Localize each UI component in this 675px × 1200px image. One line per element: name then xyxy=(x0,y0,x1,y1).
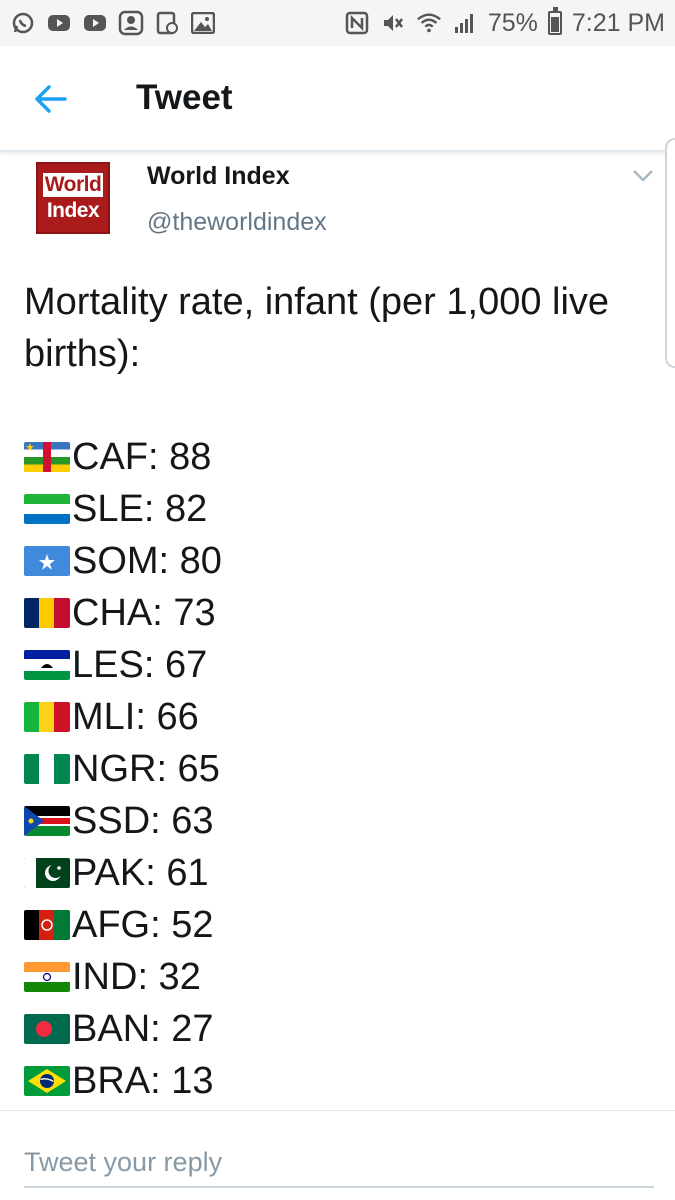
list-item-text: LES: 67 xyxy=(72,643,208,686)
list-item-text: BRA: 13 xyxy=(72,1059,214,1102)
battery-percent: 75% xyxy=(487,8,538,37)
flag-cha-icon xyxy=(24,598,70,628)
list-item-text: MLI: 66 xyxy=(72,695,199,738)
clock: 7:21 PM xyxy=(571,8,665,37)
flag-mli-icon xyxy=(24,702,70,732)
app-icon xyxy=(154,11,180,35)
flag-les-icon xyxy=(24,650,70,680)
tweet-menu-button[interactable] xyxy=(628,164,658,188)
flag-sle-icon xyxy=(24,494,70,524)
divider xyxy=(0,1110,675,1111)
signal-icon xyxy=(452,11,478,35)
list-item: IND: 32 xyxy=(24,951,644,1003)
reply-input[interactable] xyxy=(24,1138,654,1188)
avatar-logo-line2: Index xyxy=(46,199,100,222)
youtube-icon xyxy=(46,11,72,35)
back-arrow-icon xyxy=(35,85,67,113)
status-bar: 75% 7:21 PM xyxy=(0,0,675,46)
avatar-logo-line1: World xyxy=(42,173,104,197)
list-item-text: CHA: 73 xyxy=(72,591,216,634)
list-item: SOM: 80 xyxy=(24,535,644,587)
list-item-text: BAN: 27 xyxy=(72,1007,214,1050)
nfc-icon xyxy=(344,11,370,35)
chevron-down-icon xyxy=(633,170,653,182)
youtube-icon xyxy=(82,11,108,35)
flag-ind-icon xyxy=(24,962,70,992)
flag-pak-icon xyxy=(24,858,70,888)
list-item-text: CAF: 88 xyxy=(72,435,212,478)
back-button[interactable] xyxy=(30,78,72,120)
list-item-text: NGR: 65 xyxy=(72,747,220,790)
flag-som-icon xyxy=(24,546,70,576)
status-left-icons xyxy=(10,10,216,36)
tweet-text: Mortality rate, infant (per 1,000 live b… xyxy=(24,281,610,375)
author-display-name[interactable]: World Index xyxy=(147,162,290,190)
list-item: PAK: 61 xyxy=(24,847,644,899)
wifi-icon xyxy=(416,11,442,35)
list-item-text: PAK: 61 xyxy=(72,851,209,894)
flag-bra-icon xyxy=(24,1066,70,1096)
list-item-text: SSD: 63 xyxy=(72,799,214,842)
list-item: AFG: 52 xyxy=(24,899,644,951)
flag-ssd-icon xyxy=(24,806,70,836)
list-item-text: SOM: 80 xyxy=(72,539,222,582)
list-item: SSD: 63 xyxy=(24,795,644,847)
flag-ban-icon xyxy=(24,1014,70,1044)
flag-ngr-icon xyxy=(24,754,70,784)
mortality-list: CAF: 88 SLE: 82 SOM: 80 CHA: 73 LES: 67 MLI: … xyxy=(24,431,644,1107)
list-item: CHA: 73 xyxy=(24,587,644,639)
mute-icon xyxy=(380,11,406,35)
list-item: CAF: 88 xyxy=(24,431,644,483)
list-item: SLE: 82 xyxy=(24,483,644,535)
flag-caf-icon xyxy=(24,442,70,472)
scrollbar[interactable] xyxy=(665,138,675,368)
avatar[interactable]: World Index xyxy=(36,162,110,234)
list-item: LES: 67 xyxy=(24,639,644,691)
battery-level-fill xyxy=(550,17,559,32)
list-item: BAN: 27 xyxy=(24,1003,644,1055)
author-handle[interactable]: @theworldindex xyxy=(147,208,327,236)
list-item: BRA: 13 xyxy=(24,1055,644,1107)
whatsapp-icon xyxy=(10,11,36,35)
list-item: NGR: 65 xyxy=(24,743,644,795)
status-right-icons: 75% 7:21 PM xyxy=(344,7,665,38)
list-item-text: AFG: 52 xyxy=(72,903,214,946)
list-item: MLI: 66 xyxy=(24,691,644,743)
flag-afg-icon xyxy=(24,910,70,940)
list-item-text: IND: 32 xyxy=(72,955,201,998)
contacts-icon xyxy=(118,10,144,36)
battery-icon xyxy=(547,7,562,35)
page-title: Tweet xyxy=(136,78,233,117)
app-header: Tweet xyxy=(0,46,675,152)
list-item-text: SLE: 82 xyxy=(72,487,208,530)
gallery-icon xyxy=(190,11,216,35)
